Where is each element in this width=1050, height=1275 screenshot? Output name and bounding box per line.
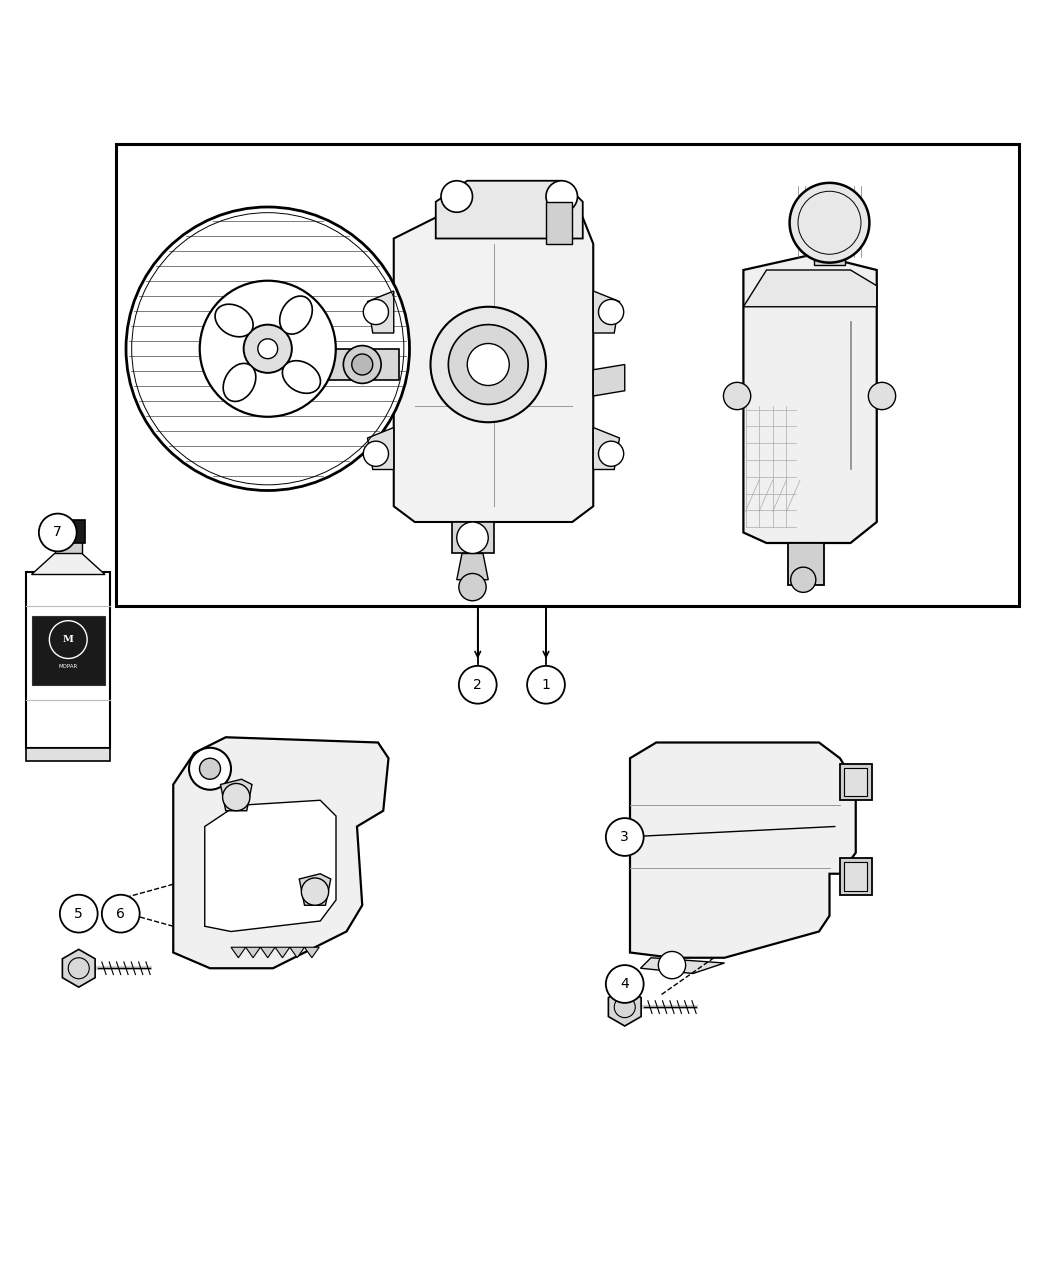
Polygon shape (290, 947, 304, 958)
Polygon shape (394, 218, 593, 521)
Text: 5: 5 (75, 907, 83, 921)
Polygon shape (452, 521, 494, 553)
Circle shape (49, 621, 87, 658)
Polygon shape (246, 947, 260, 958)
Polygon shape (299, 873, 331, 905)
Circle shape (223, 783, 250, 811)
Circle shape (60, 895, 98, 932)
Circle shape (189, 747, 231, 789)
Circle shape (39, 514, 77, 551)
Circle shape (467, 343, 509, 385)
Polygon shape (205, 801, 336, 932)
Polygon shape (368, 291, 394, 333)
Ellipse shape (282, 361, 320, 393)
Polygon shape (593, 291, 620, 333)
Ellipse shape (224, 363, 256, 402)
Polygon shape (743, 254, 877, 543)
Bar (116, 144, 1018, 606)
Circle shape (430, 307, 546, 422)
Ellipse shape (215, 305, 253, 337)
Text: M: M (63, 635, 74, 644)
Polygon shape (788, 543, 824, 585)
Text: 7: 7 (54, 525, 62, 539)
Polygon shape (436, 181, 583, 238)
Circle shape (448, 325, 528, 404)
Circle shape (301, 878, 329, 905)
Circle shape (441, 181, 472, 212)
Bar (844, 862, 867, 890)
Circle shape (363, 441, 388, 467)
Polygon shape (220, 779, 252, 811)
Text: MOPAR: MOPAR (59, 664, 78, 669)
Circle shape (352, 354, 373, 375)
Circle shape (457, 521, 488, 553)
Polygon shape (814, 251, 845, 265)
Text: 3: 3 (621, 830, 629, 844)
Polygon shape (593, 365, 625, 397)
Circle shape (791, 567, 816, 593)
Ellipse shape (279, 296, 312, 334)
Polygon shape (593, 427, 620, 469)
Circle shape (258, 339, 277, 358)
Circle shape (527, 666, 565, 704)
Circle shape (459, 666, 497, 704)
Polygon shape (62, 950, 96, 987)
Text: 1: 1 (542, 678, 550, 692)
Circle shape (459, 574, 486, 601)
Circle shape (343, 346, 381, 384)
Circle shape (790, 182, 869, 263)
Circle shape (723, 382, 751, 409)
Circle shape (546, 181, 578, 212)
Polygon shape (231, 947, 246, 958)
Circle shape (598, 441, 624, 467)
Polygon shape (304, 947, 319, 958)
Polygon shape (26, 572, 110, 747)
Bar (32, 617, 105, 685)
Circle shape (363, 300, 388, 325)
Polygon shape (326, 349, 399, 380)
Text: 6: 6 (117, 907, 125, 921)
Polygon shape (608, 988, 642, 1026)
Circle shape (868, 382, 896, 409)
Polygon shape (55, 541, 82, 556)
Polygon shape (275, 947, 290, 958)
Text: 4: 4 (621, 977, 629, 991)
Bar (844, 768, 867, 796)
Circle shape (606, 965, 644, 1003)
Bar (51, 520, 85, 543)
Circle shape (102, 895, 140, 932)
Circle shape (658, 951, 686, 979)
Circle shape (126, 207, 410, 491)
Bar (840, 764, 871, 801)
Circle shape (200, 280, 336, 417)
Circle shape (606, 819, 644, 856)
Polygon shape (260, 947, 275, 958)
Polygon shape (743, 270, 877, 307)
Polygon shape (640, 958, 724, 974)
Polygon shape (26, 747, 110, 761)
Circle shape (200, 759, 220, 779)
Polygon shape (173, 737, 388, 968)
Polygon shape (546, 201, 572, 244)
Polygon shape (32, 553, 105, 575)
Circle shape (598, 300, 624, 325)
Polygon shape (630, 742, 856, 958)
Polygon shape (457, 553, 488, 580)
Polygon shape (368, 427, 394, 469)
Text: 2: 2 (474, 678, 482, 692)
Circle shape (244, 325, 292, 372)
Bar (840, 858, 871, 895)
